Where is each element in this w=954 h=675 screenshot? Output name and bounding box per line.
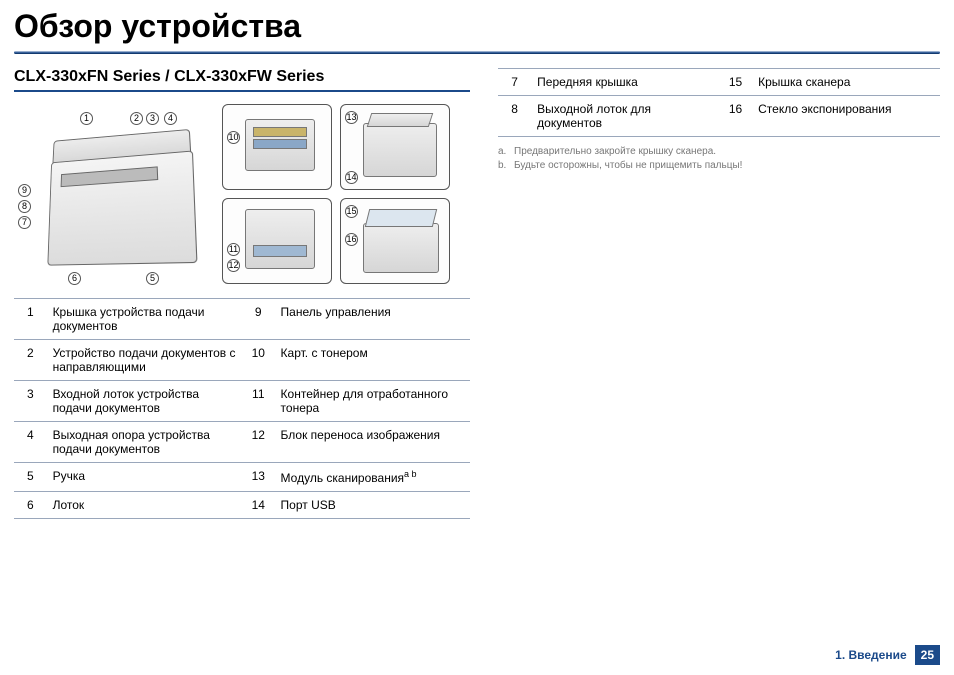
- callout-8: 8: [18, 200, 31, 213]
- part-desc: Ручка: [47, 463, 242, 492]
- diagram-small-1: 10: [222, 104, 332, 190]
- footnote-row: b. Будьте осторожны, чтобы не прищемить п…: [498, 159, 940, 173]
- diagram-small-3: 13 14: [340, 104, 450, 190]
- callout-1: 1: [80, 112, 93, 125]
- content-columns: CLX-330xFN Series / CLX-330xFW Series 12…: [0, 68, 954, 519]
- callout-15: 15: [345, 205, 358, 218]
- callout-2: 2: [130, 112, 143, 125]
- part-desc: Передняя крышка: [531, 69, 719, 96]
- footer-page-number: 25: [915, 645, 940, 665]
- table-row: 4Выходная опора устройства подачи докуме…: [14, 422, 470, 463]
- callout-3: 3: [146, 112, 159, 125]
- part-number: 9: [242, 299, 275, 340]
- part-number: 13: [242, 463, 275, 492]
- footer-chapter: 1. Введение: [835, 648, 907, 662]
- callout-12: 12: [227, 259, 240, 272]
- part-desc: Модуль сканированияa b: [275, 463, 470, 492]
- part-number: 15: [719, 69, 752, 96]
- printer-body-shape: [47, 151, 197, 266]
- title-underline: [14, 51, 940, 54]
- part-number: 1: [14, 299, 47, 340]
- diagram-main: 1 234 9 8 7 6 5: [14, 104, 214, 284]
- footnote-row: a. Предварительно закройте крышку сканера…: [498, 145, 940, 159]
- table-row: 1Крышка устройства подачи документов9Пан…: [14, 299, 470, 340]
- diagram-col-1: 10 1112: [222, 104, 332, 284]
- callout-9: 9: [18, 184, 31, 197]
- footnote-text: Будьте осторожны, чтобы не прищемить пал…: [514, 159, 742, 173]
- footnote-letter: a.: [498, 145, 510, 159]
- part-number: 7: [498, 69, 531, 96]
- callout-4: 4: [164, 112, 177, 125]
- callout-16: 16: [345, 233, 358, 246]
- part-desc: Выходной лоток для документов: [531, 96, 719, 137]
- callout-10: 10: [227, 131, 240, 144]
- callout-6: 6: [68, 272, 81, 285]
- diagram-small-2: 1112: [222, 198, 332, 284]
- part-number: 14: [242, 492, 275, 519]
- diagram-small-4: 1516: [340, 198, 450, 284]
- footnote-text: Предварительно закройте крышку сканера.: [514, 145, 716, 159]
- part-number: 8: [498, 96, 531, 137]
- part-desc: Входной лоток устройства подачи документ…: [47, 381, 242, 422]
- right-column: 7Передняя крышка15Крышка сканера8Выходно…: [498, 68, 940, 519]
- table-row: 2Устройство подачи документов с направля…: [14, 340, 470, 381]
- part-number: 3: [14, 381, 47, 422]
- part-desc: Карт. с тонером: [275, 340, 470, 381]
- callout-13: 13: [345, 111, 358, 124]
- diagram-col-2: 1314 1516: [340, 104, 450, 284]
- subtitle-rule: [14, 90, 470, 92]
- part-number: 11: [242, 381, 275, 422]
- footnote-ref: a b: [404, 469, 417, 479]
- callout-14: 14: [345, 171, 358, 184]
- callout-5: 5: [146, 272, 159, 285]
- part-desc: Крышка устройства подачи документов: [47, 299, 242, 340]
- table-row: 7Передняя крышка15Крышка сканера: [498, 69, 940, 96]
- table-row: 3Входной лоток устройства подачи докумен…: [14, 381, 470, 422]
- parts-table-right: 7Передняя крышка15Крышка сканера8Выходно…: [498, 68, 940, 137]
- part-desc: Контейнер для отработанного тонера: [275, 381, 470, 422]
- part-number: 2: [14, 340, 47, 381]
- series-subtitle: CLX-330xFN Series / CLX-330xFW Series: [14, 68, 470, 86]
- table-row: 8Выходной лоток для документов16Стекло э…: [498, 96, 940, 137]
- part-desc: Порт USB: [275, 492, 470, 519]
- footnotes: a. Предварительно закройте крышку сканера…: [498, 145, 940, 173]
- part-number: 4: [14, 422, 47, 463]
- part-number: 6: [14, 492, 47, 519]
- part-desc: Стекло экспонирования: [752, 96, 940, 137]
- part-number: 12: [242, 422, 275, 463]
- part-number: 5: [14, 463, 47, 492]
- page-title: Обзор устройства: [0, 0, 954, 51]
- part-desc: Устройство подачи документов с направляю…: [47, 340, 242, 381]
- table-row: 5Ручка13Модуль сканированияa b: [14, 463, 470, 492]
- part-desc: Панель управления: [275, 299, 470, 340]
- part-number: 10: [242, 340, 275, 381]
- table-row: 6Лоток14Порт USB: [14, 492, 470, 519]
- page-footer: 1. Введение 25: [835, 645, 940, 665]
- callout-7: 7: [18, 216, 31, 229]
- footnote-letter: b.: [498, 159, 510, 173]
- part-desc: Выходная опора устройства подачи докумен…: [47, 422, 242, 463]
- parts-table-left: 1Крышка устройства подачи документов9Пан…: [14, 298, 470, 519]
- part-desc: Крышка сканера: [752, 69, 940, 96]
- callout-11: 11: [227, 243, 240, 256]
- part-desc: Блок переноса изображения: [275, 422, 470, 463]
- left-column: CLX-330xFN Series / CLX-330xFW Series 12…: [14, 68, 470, 519]
- diagram-group: 123498765 10 1112 1314: [14, 104, 470, 284]
- part-number: 16: [719, 96, 752, 137]
- part-desc: Лоток: [47, 492, 242, 519]
